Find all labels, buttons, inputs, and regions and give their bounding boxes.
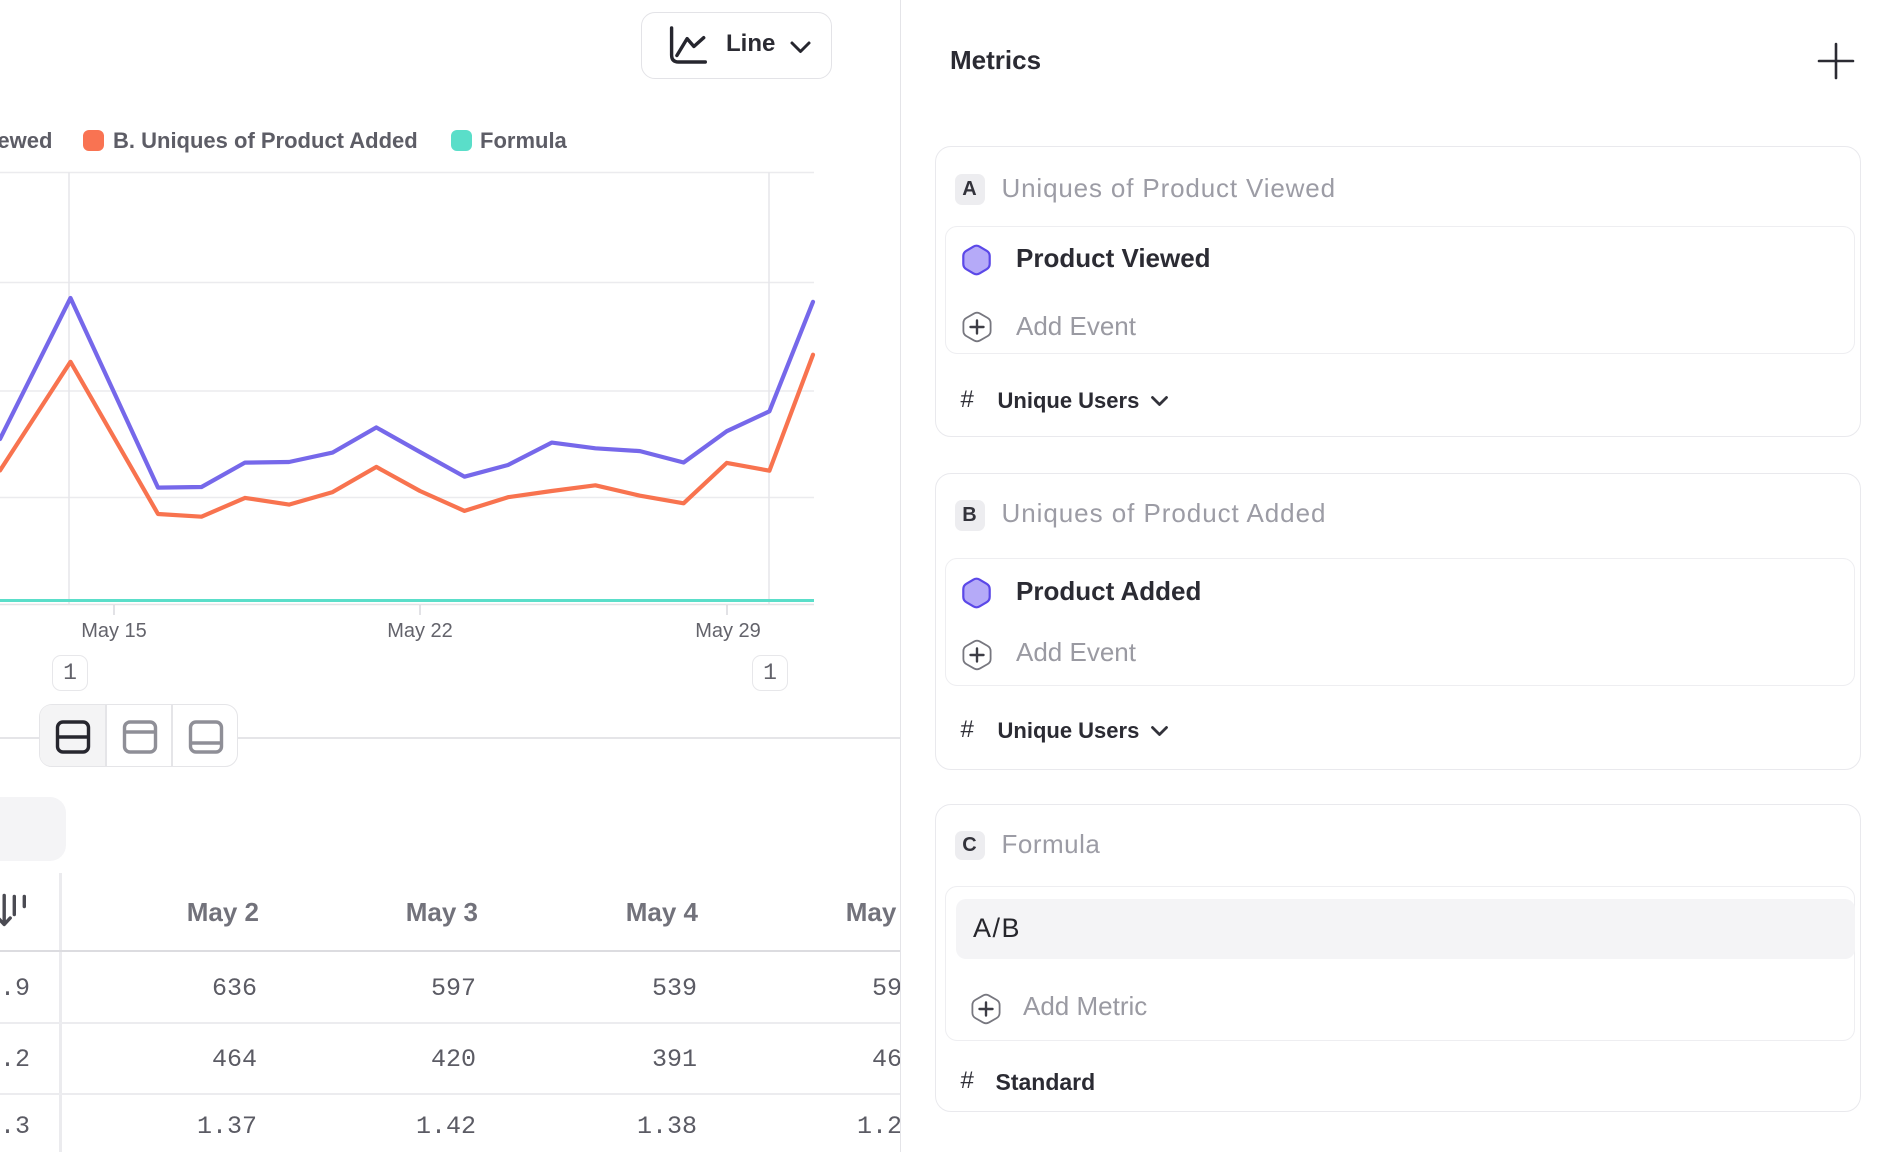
svg-text:May 15: May 15 xyxy=(81,620,147,642)
svg-text:May 22: May 22 xyxy=(387,620,453,642)
svg-text:May 29: May 29 xyxy=(695,620,761,642)
